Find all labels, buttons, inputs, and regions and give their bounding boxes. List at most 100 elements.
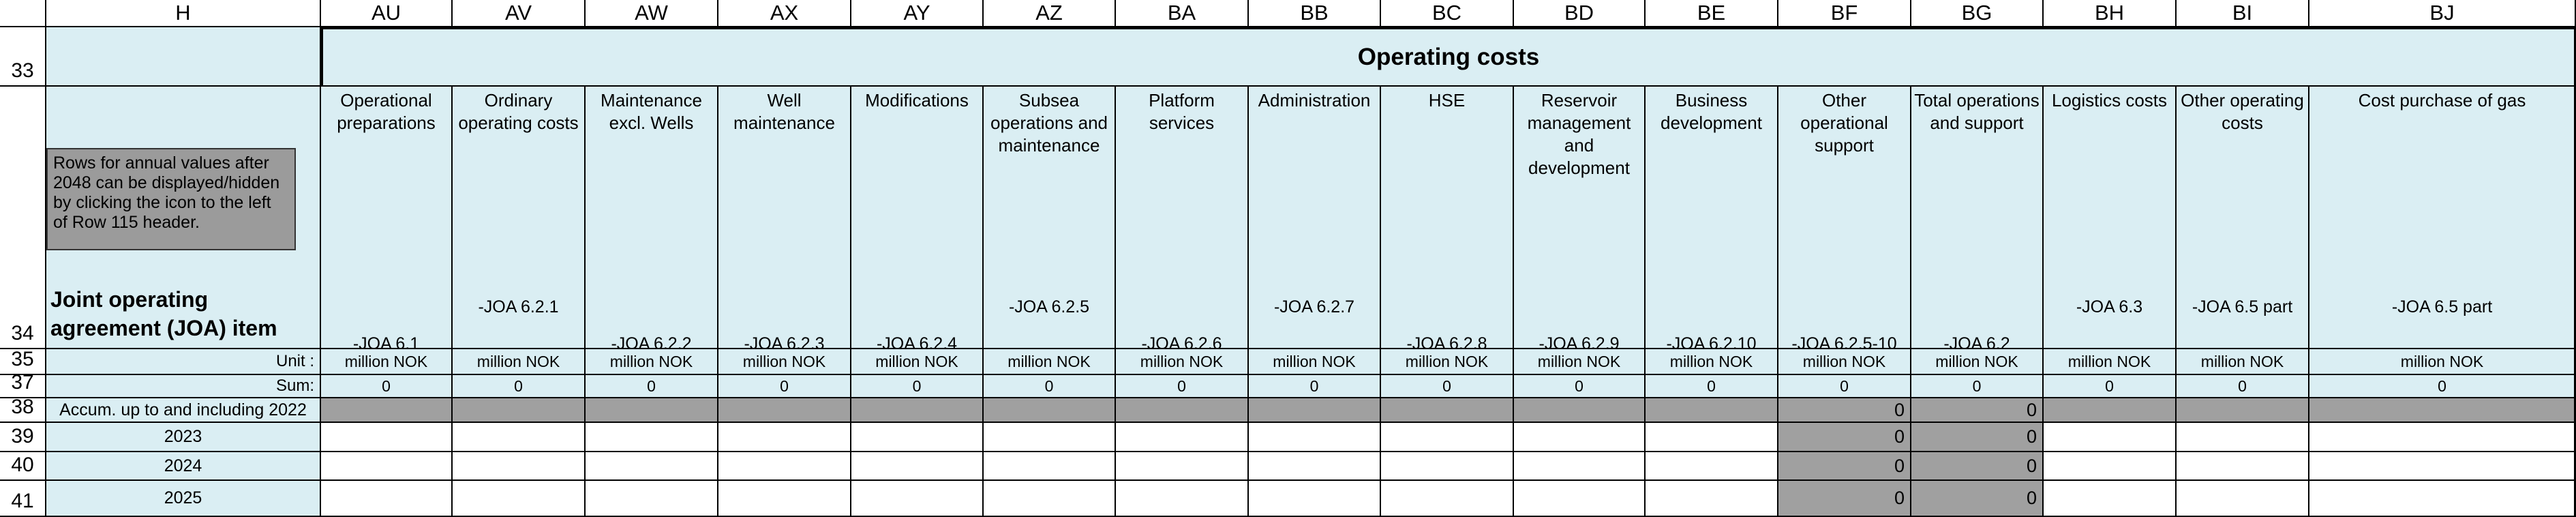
sum-cell-BI[interactable]: 0: [2177, 375, 2309, 398]
unit-cell-AW[interactable]: million NOK: [586, 349, 718, 375]
column-header-BG[interactable]: BG: [1911, 0, 2044, 27]
data-cell-BD-39[interactable]: [1514, 423, 1646, 452]
unit-cell-AZ[interactable]: million NOK: [984, 349, 1116, 375]
column-header-AV[interactable]: AV: [453, 0, 586, 27]
sum-cell-BF[interactable]: 0: [1778, 375, 1911, 398]
data-cell-AU-40[interactable]: [321, 452, 453, 481]
column-title-BD[interactable]: Reservoir management and development -JOA…: [1514, 87, 1646, 349]
data-cell-BJ-41[interactable]: [2309, 481, 2576, 517]
column-title-AZ[interactable]: Subsea operations and maintenance -JOA 6.…: [984, 87, 1116, 349]
column-title-BF[interactable]: Other operational support -JOA 6.2.5-10: [1778, 87, 1911, 349]
sum-cell-BD[interactable]: 0: [1514, 375, 1646, 398]
column-header-BI[interactable]: BI: [2177, 0, 2309, 27]
data-cell-AV-39[interactable]: [453, 423, 586, 452]
data-cell-BF-41[interactable]: 0: [1778, 481, 1911, 517]
data-cell-BD-40[interactable]: [1514, 452, 1646, 481]
column-header-AU[interactable]: AU: [321, 0, 453, 27]
column-title-BJ[interactable]: Cost purchase of gas -JOA 6.5 part: [2309, 87, 2576, 349]
data-cell-BG-40[interactable]: 0: [1911, 452, 2044, 481]
column-header-AW[interactable]: AW: [586, 0, 718, 27]
unit-cell-AY[interactable]: million NOK: [851, 349, 984, 375]
sum-cell-AY[interactable]: 0: [851, 375, 984, 398]
unit-cell-BI[interactable]: million NOK: [2177, 349, 2309, 375]
data-cell-AV-40[interactable]: [453, 452, 586, 481]
data-cell-BI-40[interactable]: [2177, 452, 2309, 481]
data-cell-BH-41[interactable]: [2044, 481, 2177, 517]
unit-cell-AV[interactable]: million NOK: [453, 349, 586, 375]
data-cell-AX-38[interactable]: [718, 398, 851, 423]
data-cell-AX-40[interactable]: [718, 452, 851, 481]
unit-cell-BG[interactable]: million NOK: [1911, 349, 2044, 375]
column-title-BA[interactable]: Platform services -JOA 6.2.6: [1116, 87, 1249, 349]
column-header-BE[interactable]: BE: [1646, 0, 1778, 27]
data-cell-BI-39[interactable]: [2177, 423, 2309, 452]
column-header-BC[interactable]: BC: [1381, 0, 1514, 27]
unit-cell-BD[interactable]: million NOK: [1514, 349, 1646, 375]
data-cell-AZ-39[interactable]: [984, 423, 1116, 452]
data-cell-BB-40[interactable]: [1249, 452, 1381, 481]
data-cell-BG-38[interactable]: 0: [1911, 398, 2044, 423]
data-cell-BB-38[interactable]: [1249, 398, 1381, 423]
data-cell-AW-41[interactable]: [586, 481, 718, 517]
data-cell-BF-40[interactable]: 0: [1778, 452, 1911, 481]
data-cell-AW-40[interactable]: [586, 452, 718, 481]
data-cell-BH-40[interactable]: [2044, 452, 2177, 481]
data-cell-BJ-38[interactable]: [2309, 398, 2576, 423]
data-cell-BJ-40[interactable]: [2309, 452, 2576, 481]
data-cell-BC-39[interactable]: [1381, 423, 1514, 452]
data-cell-AU-39[interactable]: [321, 423, 453, 452]
column-header-BA[interactable]: BA: [1116, 0, 1249, 27]
unit-cell-BH[interactable]: million NOK: [2044, 349, 2177, 375]
column-title-BI[interactable]: Other operating costs -JOA 6.5 part: [2177, 87, 2309, 349]
column-title-AX[interactable]: Well maintenance -JOA 6.2.3: [718, 87, 851, 349]
data-cell-BI-41[interactable]: [2177, 481, 2309, 517]
data-cell-BA-41[interactable]: [1116, 481, 1249, 517]
row-header-37[interactable]: 37: [0, 375, 46, 398]
select-all-corner[interactable]: [0, 0, 46, 27]
sum-cell-AU[interactable]: 0: [321, 375, 453, 398]
column-title-AW[interactable]: Maintenance excl. Wells -JOA 6.2.2: [586, 87, 718, 349]
unit-cell-BF[interactable]: million NOK: [1778, 349, 1911, 375]
cell-H34-item-header[interactable]: Rows for annual values after 2048 can be…: [46, 87, 321, 349]
column-header-BD[interactable]: BD: [1514, 0, 1646, 27]
column-header-AY[interactable]: AY: [851, 0, 984, 27]
unit-cell-AU[interactable]: million NOK: [321, 349, 453, 375]
data-cell-BD-41[interactable]: [1514, 481, 1646, 517]
column-header-BH[interactable]: BH: [2044, 0, 2177, 27]
column-title-AY[interactable]: Modifications -JOA 6.2.4: [851, 87, 984, 349]
data-cell-AW-39[interactable]: [586, 423, 718, 452]
data-cell-AY-38[interactable]: [851, 398, 984, 423]
data-cell-AY-39[interactable]: [851, 423, 984, 452]
data-cell-AV-41[interactable]: [453, 481, 586, 517]
column-title-BB[interactable]: Administration -JOA 6.2.7: [1249, 87, 1381, 349]
data-cell-BC-40[interactable]: [1381, 452, 1514, 481]
data-cell-AX-39[interactable]: [718, 423, 851, 452]
data-cell-BE-41[interactable]: [1646, 481, 1778, 517]
row-header-39[interactable]: 39: [0, 423, 46, 452]
note-textbox[interactable]: Rows for annual values after 2048 can be…: [46, 148, 296, 250]
data-cell-BH-38[interactable]: [2044, 398, 2177, 423]
row-header-34[interactable]: 34: [0, 87, 46, 349]
data-cell-BF-38[interactable]: 0: [1778, 398, 1911, 423]
data-cell-BF-39[interactable]: 0: [1778, 423, 1911, 452]
data-cell-BH-39[interactable]: [2044, 423, 2177, 452]
sum-cell-AV[interactable]: 0: [453, 375, 586, 398]
data-cell-BE-39[interactable]: [1646, 423, 1778, 452]
data-cell-BA-39[interactable]: [1116, 423, 1249, 452]
data-cell-AX-41[interactable]: [718, 481, 851, 517]
data-cell-AY-41[interactable]: [851, 481, 984, 517]
row-header-35[interactable]: 35: [0, 349, 46, 375]
data-cell-AZ-41[interactable]: [984, 481, 1116, 517]
data-cell-BD-38[interactable]: [1514, 398, 1646, 423]
row-header-38[interactable]: 38: [0, 398, 46, 423]
data-cell-AY-40[interactable]: [851, 452, 984, 481]
data-cell-BE-38[interactable]: [1646, 398, 1778, 423]
data-cell-BC-41[interactable]: [1381, 481, 1514, 517]
data-cell-BB-39[interactable]: [1249, 423, 1381, 452]
data-cell-BA-38[interactable]: [1116, 398, 1249, 423]
data-cell-BA-40[interactable]: [1116, 452, 1249, 481]
data-cell-BB-41[interactable]: [1249, 481, 1381, 517]
data-cell-BI-38[interactable]: [2177, 398, 2309, 423]
operating-costs-header[interactable]: Operating costs: [321, 27, 2576, 87]
data-cell-BJ-39[interactable]: [2309, 423, 2576, 452]
